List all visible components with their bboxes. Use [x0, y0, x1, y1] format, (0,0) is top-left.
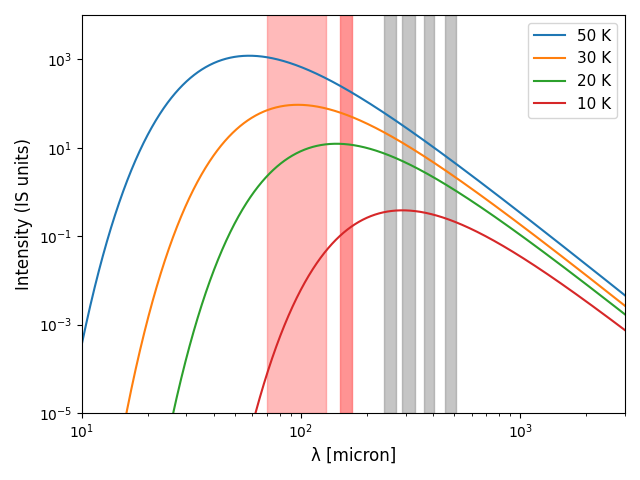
50 K [506, 202, 513, 207]
X-axis label: λ [micron]: λ [micron] [310, 447, 396, 465]
Line: 20 K: 20 K [82, 144, 625, 480]
30 K [342, 112, 350, 118]
20 K [342, 141, 350, 147]
Line: 30 K: 30 K [82, 105, 625, 480]
30 K [621, 303, 629, 309]
20 K [328, 141, 335, 147]
Bar [403, 15, 415, 413]
50 K [106, 230, 113, 236]
30 K [294, 102, 301, 108]
50 K [621, 292, 629, 298]
20 K [605, 299, 613, 305]
50 K [328, 78, 335, 84]
10 K [605, 315, 613, 321]
Line: 50 K: 50 K [82, 56, 625, 345]
50 K [245, 53, 253, 59]
20 K [605, 300, 613, 305]
10 K [621, 327, 629, 333]
30 K [605, 290, 613, 296]
Bar [424, 15, 434, 413]
50 K [605, 280, 613, 286]
30 K [506, 214, 513, 219]
20 K [621, 312, 629, 317]
10 K [399, 207, 406, 213]
10 K [328, 241, 335, 247]
10 K [342, 228, 349, 234]
Bar [385, 15, 396, 413]
Line: 10 K: 10 K [82, 210, 625, 480]
Legend: 50 K, 30 K, 20 K, 10 K: 50 K, 30 K, 20 K, 10 K [528, 23, 618, 118]
10 K [506, 247, 513, 253]
20 K [506, 225, 513, 230]
Bar [340, 15, 351, 413]
20 K [333, 141, 340, 146]
50 K [342, 86, 350, 92]
30 K [328, 107, 335, 113]
50 K [605, 280, 613, 286]
Y-axis label: Intensity (IS units): Intensity (IS units) [15, 138, 33, 290]
10 K [605, 316, 613, 322]
30 K [605, 291, 613, 297]
Bar [267, 15, 326, 413]
Bar [445, 15, 456, 413]
50 K [78, 342, 86, 348]
